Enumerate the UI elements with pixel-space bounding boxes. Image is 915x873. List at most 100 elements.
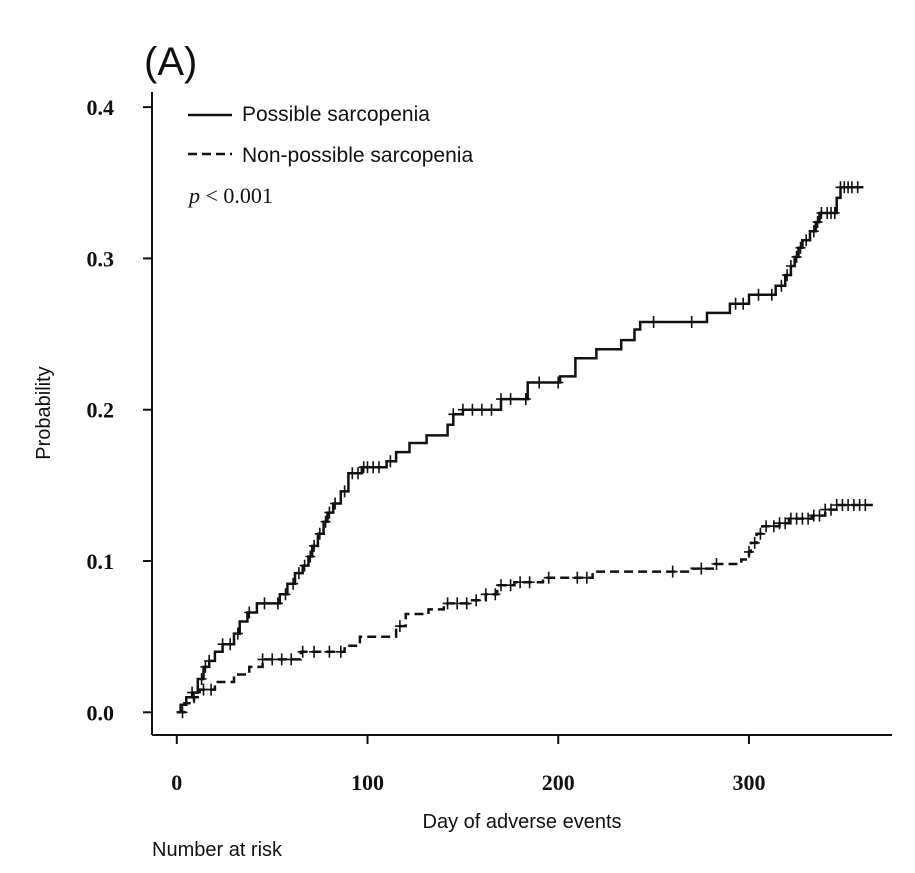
censor-mark: [738, 297, 749, 310]
censor-mark: [803, 512, 814, 525]
censor-mark: [808, 225, 819, 238]
km-step-line: [176, 503, 873, 714]
censor-mark: [744, 545, 754, 558]
censor-mark: [232, 627, 243, 640]
censor-mark: [766, 288, 777, 301]
censor-mark: [324, 506, 335, 519]
censor-mark: [320, 515, 331, 528]
censor-mark: [553, 376, 564, 389]
censor-mark: [196, 673, 207, 685]
censor-mark: [335, 645, 346, 658]
censor-mark: [696, 562, 707, 575]
censor-mark: [782, 269, 793, 282]
censor-mark: [457, 403, 468, 416]
censor-mark: [826, 503, 836, 516]
censor-mark: [581, 571, 592, 584]
y-tick-label: 0.1: [87, 549, 115, 574]
censor-mark: [543, 571, 554, 584]
series-possible-sarcopenia: [176, 181, 864, 714]
censor-mark: [259, 597, 270, 610]
x-axis-ticks: 0 100 200 300: [171, 735, 765, 795]
censor-mark: [309, 539, 320, 552]
censor-mark: [496, 579, 506, 592]
censor-mark: [177, 706, 188, 719]
x-tick-label: 0: [171, 770, 182, 795]
censor-mark: [276, 653, 287, 666]
censor-mark: [394, 620, 405, 633]
censor-mark: [776, 279, 787, 292]
y-axis-ticks: 0.0 0.1 0.2 0.3 0.4: [87, 95, 152, 725]
censor-mark: [749, 536, 760, 549]
y-tick-label: 0.0: [87, 700, 115, 725]
censor-mark: [206, 683, 217, 696]
censor-mark: [860, 499, 871, 511]
y-axis-title: Probability: [33, 366, 55, 459]
censor-mark: [791, 250, 802, 263]
censor-mark: [667, 565, 678, 578]
censor-mark: [648, 316, 659, 328]
censor-mark: [286, 653, 297, 666]
censor-mark: [711, 558, 722, 570]
series-layer: [176, 181, 873, 719]
censor-mark: [572, 571, 583, 584]
legend-label-possible-sarcopenia: Possible sarcopenia: [242, 103, 430, 126]
y-tick-label: 0.4: [87, 95, 115, 120]
legend: Possible sarcopenia Non-possible sarcope…: [188, 103, 473, 167]
censor-mark: [330, 497, 341, 510]
y-tick-label: 0.2: [87, 398, 115, 423]
censor-mark: [753, 288, 764, 301]
censor-mark: [505, 393, 516, 406]
censor-mark: [515, 576, 526, 589]
censor-mark: [812, 216, 823, 229]
censor-mark: [293, 567, 304, 580]
censor-mark: [780, 517, 791, 530]
censor-mark: [324, 645, 335, 658]
censor-mark: [524, 576, 535, 589]
censor-mark: [314, 527, 325, 540]
x-tick-label: 200: [542, 770, 575, 795]
censor-mark: [297, 645, 308, 658]
km-step-line: [176, 186, 864, 714]
censor-mark: [204, 654, 215, 667]
x-tick-label: 100: [351, 770, 384, 795]
censor-mark: [225, 638, 236, 651]
censor-mark: [244, 606, 255, 619]
censor-mark: [520, 393, 531, 406]
censor-mark: [353, 467, 363, 480]
censor-mark: [480, 588, 491, 601]
censor-mark: [189, 691, 199, 704]
x-tick-label: 300: [732, 770, 765, 795]
censor-mark: [814, 509, 825, 522]
censor-mark: [257, 653, 268, 666]
censor-mark: [339, 485, 350, 498]
censor-mark: [505, 579, 516, 592]
series-non-possible-sarcopenia: [176, 499, 873, 719]
risk-table-label: Number at risk: [152, 839, 283, 861]
censor-mark: [486, 403, 497, 416]
censor-mark: [461, 597, 472, 610]
censor-mark: [272, 597, 283, 610]
censor-mark: [299, 559, 310, 572]
censor-mark: [452, 597, 463, 610]
censor-mark: [309, 645, 320, 658]
x-axis-title: Day of adverse events: [423, 811, 622, 833]
censor-mark: [267, 653, 278, 666]
censor-mark: [280, 588, 291, 601]
censor-mark: [755, 527, 766, 540]
censor-mark: [490, 588, 501, 601]
censor-mark: [476, 403, 487, 416]
censor-mark: [288, 577, 299, 590]
censor-mark: [785, 260, 796, 272]
y-tick-label: 0.3: [87, 246, 115, 271]
censor-mark: [795, 241, 806, 254]
censor-mark: [829, 207, 840, 219]
p-value-symbol: p: [187, 183, 200, 208]
censor-mark: [686, 316, 697, 328]
censor-mark: [385, 455, 396, 468]
censor-mark: [467, 403, 478, 416]
censor-mark: [496, 393, 506, 406]
panel-label: (A): [144, 40, 197, 84]
censor-mark: [768, 520, 779, 533]
